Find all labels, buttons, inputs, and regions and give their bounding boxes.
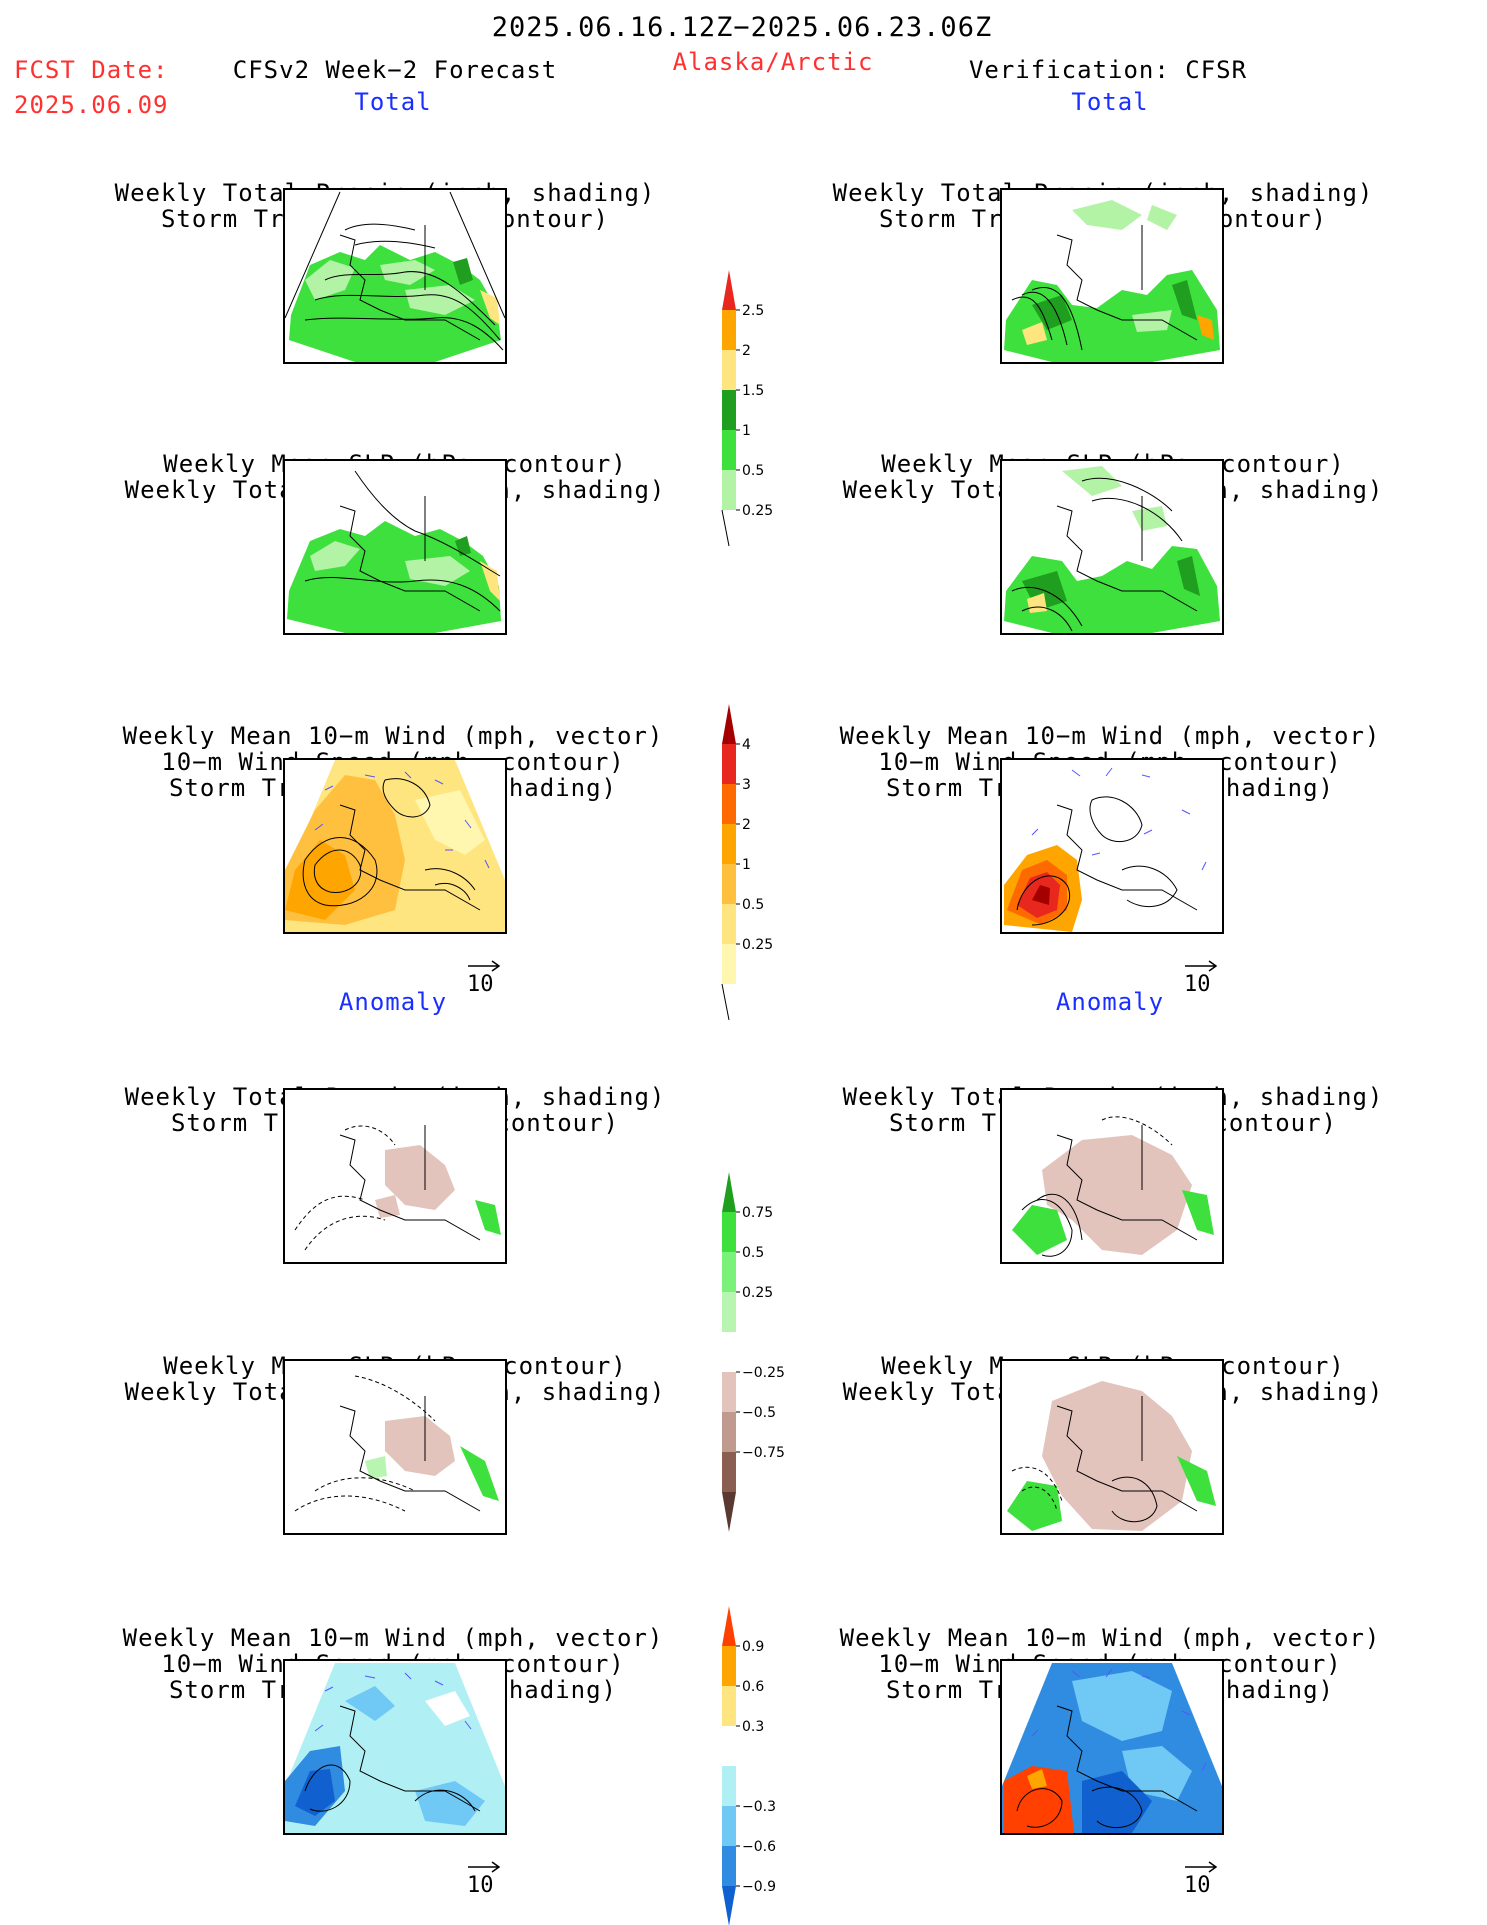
- colorbar-swatch: [722, 1212, 736, 1252]
- colorbar-swatch: [722, 270, 736, 310]
- vector-reference-label: 10: [467, 972, 494, 997]
- colorbar-swatch: [722, 1252, 736, 1292]
- map-ver-total-wind-storm: [1000, 758, 1224, 934]
- colorbar-label: 2: [742, 817, 751, 833]
- colorbar-swatch: [722, 1372, 736, 1412]
- colorbar-swatch: [722, 1292, 736, 1332]
- map-fcst-anom-precip-storm: [283, 1088, 507, 1264]
- colorbar-swatch: [722, 1766, 736, 1806]
- map-ver-anom-slp-precip: [1000, 1359, 1224, 1535]
- fcst-date-value: 2025.06.09: [14, 91, 169, 119]
- vector-reference-label: 10: [1184, 1873, 1211, 1898]
- colorbar-label: 1: [742, 857, 751, 873]
- colorbar-swatch: [722, 1412, 736, 1452]
- colorbar-label: 0.3: [742, 1719, 764, 1735]
- colorbar-swatch: [722, 1492, 736, 1532]
- colorbar-swatch: [722, 470, 736, 510]
- colorbar-label: 3: [742, 777, 751, 793]
- colorbar-swatch: [722, 704, 736, 744]
- colorbar-total-precip: 2.5 2 1.5 1 0.5 0.25: [720, 270, 790, 564]
- vector-reference-fcst-total: [466, 957, 502, 976]
- colorbar-swatch: [722, 1806, 736, 1846]
- colorbar-label: 0.25: [742, 937, 773, 953]
- colorbar-swatch: [722, 784, 736, 824]
- map-ver-anom-wind-storm: [1000, 1659, 1224, 1835]
- colorbar-swatch: [722, 944, 736, 984]
- colorbar-label: 2: [742, 343, 751, 359]
- map-ver-total-slp-precip: [1000, 459, 1224, 635]
- map-fcst-total-wind-storm: [283, 758, 507, 934]
- colorbar-swatch: [722, 310, 736, 350]
- colorbar-anomaly-storm-density: 0.9 0.6 0.3 −0.3 −0.6 −0.9: [720, 1606, 790, 1925]
- colorbar-label: −0.5: [742, 1405, 776, 1421]
- colorbar-swatch: [722, 744, 736, 784]
- colorbar-swatch: [722, 430, 736, 470]
- colorbar-label: −0.75: [742, 1445, 785, 1461]
- colorbar-swatch: [722, 350, 736, 390]
- vector-reference-label: 10: [1184, 972, 1211, 997]
- fcst-date-label: FCST Date:: [14, 56, 169, 84]
- verification-title: Verification: CFSR: [968, 56, 1248, 84]
- map-fcst-total-slp-precip: [283, 459, 507, 635]
- colorbar-swatch: [722, 1332, 736, 1372]
- colorbar-swatch: [722, 1686, 736, 1726]
- colorbar-label: 4: [742, 737, 751, 753]
- vector-reference-ver-total: [1183, 957, 1219, 976]
- colorbar-label: −0.9: [742, 1879, 776, 1895]
- colorbar-total-storm-density: 4 3 2 1 0.5 0.25: [720, 704, 790, 1021]
- map-ver-anom-precip-storm: [1000, 1088, 1224, 1264]
- colorbar-label: 2.5: [742, 303, 764, 319]
- colorbar-label: 0.9: [742, 1639, 764, 1655]
- colorbar-swatch: [722, 390, 736, 430]
- colorbar-label: 0.25: [742, 1285, 773, 1301]
- colorbar-label: −0.3: [742, 1799, 776, 1815]
- colorbar-anomaly-precip: 0.75 0.5 0.25 −0.25 −0.5 −0.75: [720, 1172, 790, 1532]
- colorbar-label: 0.5: [742, 1245, 764, 1261]
- forecast-model-title: CFSv2 Week−2 Forecast: [232, 56, 558, 84]
- section-anomaly-left: Anomaly: [338, 988, 448, 1016]
- region-title: Alaska/Arctic: [672, 48, 874, 76]
- section-total-left: Total: [354, 88, 432, 116]
- colorbar-label: 1.5: [742, 383, 764, 399]
- colorbar-swatch: [722, 1886, 736, 1925]
- map-fcst-anom-wind-storm: [283, 1659, 507, 1835]
- colorbar-label: −0.25: [742, 1365, 785, 1381]
- colorbar-swatch: [722, 1172, 736, 1212]
- colorbar-swatch: [722, 1846, 736, 1886]
- map-fcst-anom-slp-precip: [283, 1359, 507, 1535]
- vector-reference-ver-anom: [1183, 1858, 1219, 1877]
- colorbar-swatch: [722, 1726, 736, 1766]
- colorbar-label: 0.6: [742, 1679, 764, 1695]
- section-anomaly-right: Anomaly: [1055, 988, 1165, 1016]
- colorbar-label: 1: [742, 423, 751, 439]
- vector-reference-label: 10: [467, 1873, 494, 1898]
- colorbar-swatch: [722, 904, 736, 944]
- valid-period-title: 2025.06.16.12Z−2025.06.23.06Z: [491, 12, 993, 43]
- colorbar-label: 0.25: [742, 503, 773, 519]
- colorbar-label: −0.6: [742, 1839, 776, 1855]
- colorbar-swatch: [722, 824, 736, 864]
- colorbar-label: 0.5: [742, 897, 764, 913]
- colorbar-swatch: [722, 1452, 736, 1492]
- vector-reference-fcst-anom: [466, 1858, 502, 1877]
- colorbar-tail: [721, 983, 730, 1021]
- colorbar-label: 0.5: [742, 463, 764, 479]
- colorbar-swatch: [722, 864, 736, 904]
- map-ver-total-precip-storm: [1000, 188, 1224, 364]
- colorbar-label: 0.75: [742, 1205, 773, 1221]
- section-total-right: Total: [1071, 88, 1149, 116]
- colorbar-tail: [721, 509, 730, 547]
- colorbar-swatch: [722, 1606, 736, 1646]
- colorbar-swatch: [722, 1646, 736, 1686]
- map-fcst-total-precip-storm: [283, 188, 507, 364]
